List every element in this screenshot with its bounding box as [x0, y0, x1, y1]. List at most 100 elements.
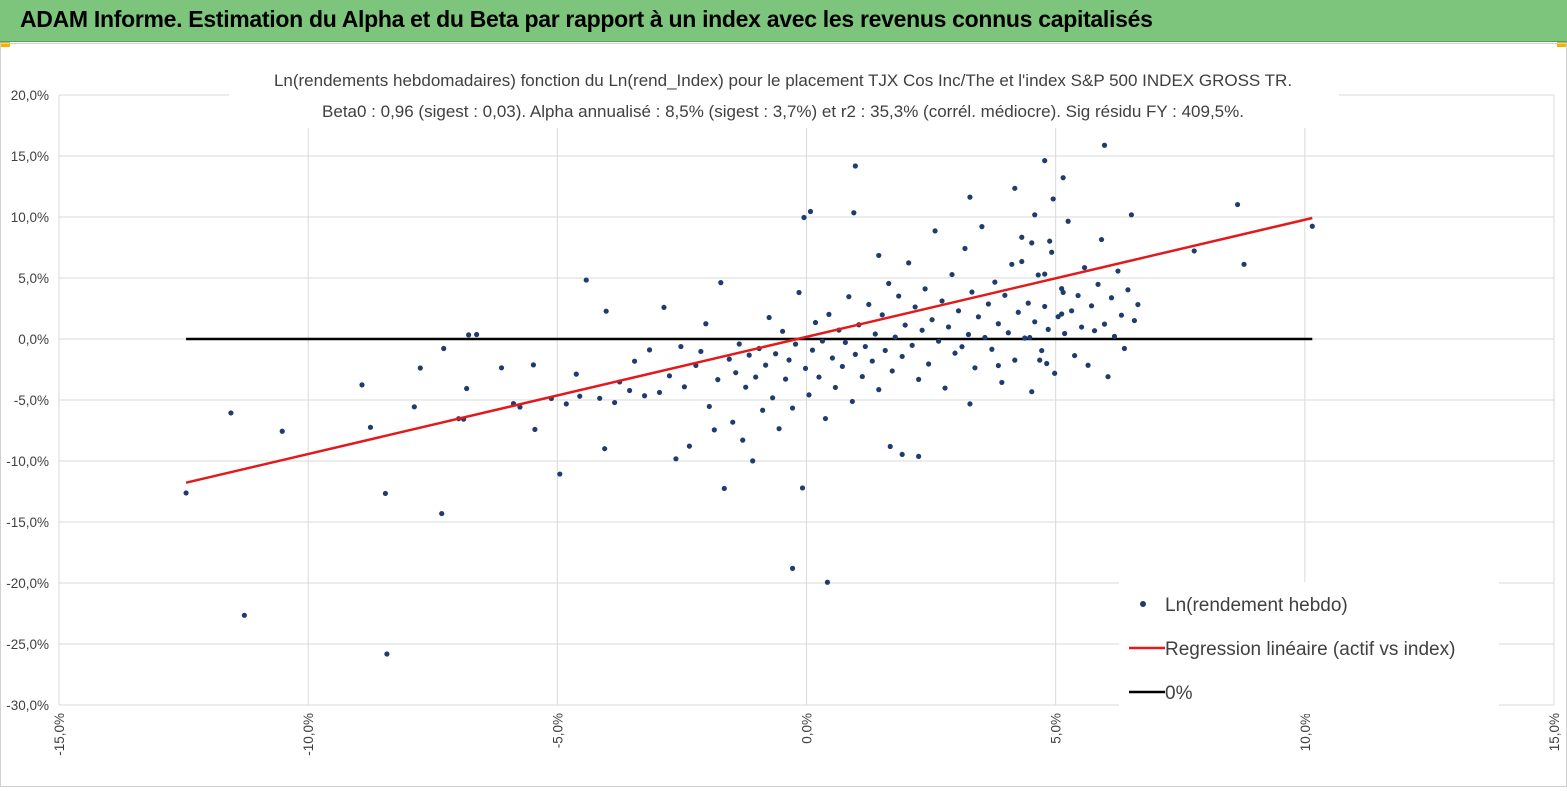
data-point — [959, 344, 965, 350]
data-point — [1027, 334, 1033, 341]
data-point — [384, 651, 390, 657]
data-point — [839, 363, 845, 370]
data-point — [1131, 317, 1138, 324]
y-tick-label: -5,0% — [14, 393, 49, 408]
data-point — [1115, 268, 1121, 274]
data-point — [583, 277, 589, 283]
data-point — [1078, 324, 1085, 330]
data-point — [760, 407, 766, 413]
data-point — [706, 403, 712, 410]
data-point — [1047, 238, 1053, 244]
data-point — [661, 304, 667, 311]
data-point — [441, 345, 447, 352]
data-point — [819, 338, 826, 344]
data-point — [975, 314, 982, 320]
data-point — [1088, 303, 1095, 309]
data-point — [902, 322, 908, 328]
data-point — [899, 451, 905, 458]
data-point — [969, 289, 975, 295]
data-point — [967, 194, 973, 200]
y-tick-label: 20,0% — [11, 88, 49, 103]
data-point — [612, 399, 618, 406]
x-tick-label: -15,0% — [52, 713, 67, 756]
data-point — [852, 163, 858, 169]
data-point — [816, 374, 822, 380]
data-point — [906, 260, 912, 266]
data-point — [1101, 142, 1108, 148]
data-point — [721, 485, 727, 492]
axes: -15,0% -10,0% -5,0% 0,0% 5,0% 10,0% 15,0% 20,0%… — [6, 88, 1562, 756]
data-point — [935, 338, 942, 344]
data-point — [577, 393, 583, 399]
data-point — [1049, 249, 1055, 255]
data-point — [1035, 272, 1041, 278]
data-point — [1029, 240, 1035, 246]
data-point — [603, 308, 609, 314]
data-point — [530, 362, 537, 368]
data-point — [989, 346, 995, 352]
data-point — [743, 384, 749, 390]
data-point — [786, 357, 792, 363]
data-point — [698, 348, 704, 355]
x-tick-label: 0,0% — [800, 713, 815, 744]
data-point — [666, 373, 673, 379]
data-point — [1191, 248, 1197, 254]
data-point — [932, 228, 938, 234]
legend-label-scatter: Ln(rendement hebdo) — [1165, 595, 1348, 616]
data-point — [896, 293, 902, 299]
data-point — [1085, 362, 1091, 368]
data-point — [1062, 330, 1068, 337]
data-point — [597, 395, 603, 401]
data-point — [641, 393, 648, 399]
data-point — [892, 334, 898, 340]
data-point — [985, 301, 991, 307]
data-point — [799, 485, 806, 491]
data-point — [1101, 321, 1108, 327]
data-point — [842, 339, 848, 346]
data-point — [1125, 287, 1131, 293]
data-point — [1022, 335, 1028, 341]
data-point — [942, 385, 948, 391]
legend-label-regression: Regression linéaire (actif vs index) — [1165, 639, 1455, 660]
data-point — [417, 365, 423, 371]
data-point — [1234, 201, 1241, 208]
data-point — [967, 401, 973, 407]
data-point — [925, 361, 932, 367]
data-point — [1309, 223, 1315, 229]
data-point — [1005, 330, 1011, 336]
data-point — [1098, 236, 1105, 243]
data-point — [1045, 326, 1051, 332]
corner-marker-right — [1557, 42, 1567, 47]
data-point — [872, 331, 878, 337]
data-point — [279, 428, 285, 434]
data-point — [962, 245, 968, 252]
legend: Ln(rendement hebdo) Regression linéaire … — [1119, 582, 1499, 714]
data-point — [899, 353, 905, 360]
data-point — [919, 327, 925, 333]
data-point — [1121, 345, 1128, 352]
data-point — [750, 458, 756, 464]
data-point — [876, 252, 882, 259]
data-point — [241, 612, 247, 618]
data-point — [889, 368, 895, 374]
x-tick-label: 5,0% — [1049, 713, 1064, 744]
data-point — [1037, 357, 1043, 363]
data-point — [1012, 185, 1018, 191]
data-point — [1135, 301, 1141, 308]
y-tick-label: -15,0% — [6, 515, 49, 530]
data-point — [711, 427, 717, 433]
data-point — [1025, 300, 1031, 306]
chart-subtitle: Beta0 : 0,96 (sigest : 0,03). Alpha annu… — [322, 102, 1244, 121]
data-point — [1095, 281, 1101, 287]
data-point — [1044, 360, 1050, 367]
data-point — [866, 301, 872, 308]
data-point — [1042, 271, 1048, 277]
data-point — [1042, 158, 1048, 164]
y-tick-label: 15,0% — [11, 149, 49, 164]
data-point — [789, 405, 796, 411]
x-tick-label: -10,0% — [301, 713, 316, 756]
chart-title-box: Ln(rendements hebdomadaires) fonction du… — [229, 66, 1339, 128]
data-point — [862, 343, 868, 350]
data-point — [746, 352, 752, 358]
data-point — [1039, 347, 1045, 354]
